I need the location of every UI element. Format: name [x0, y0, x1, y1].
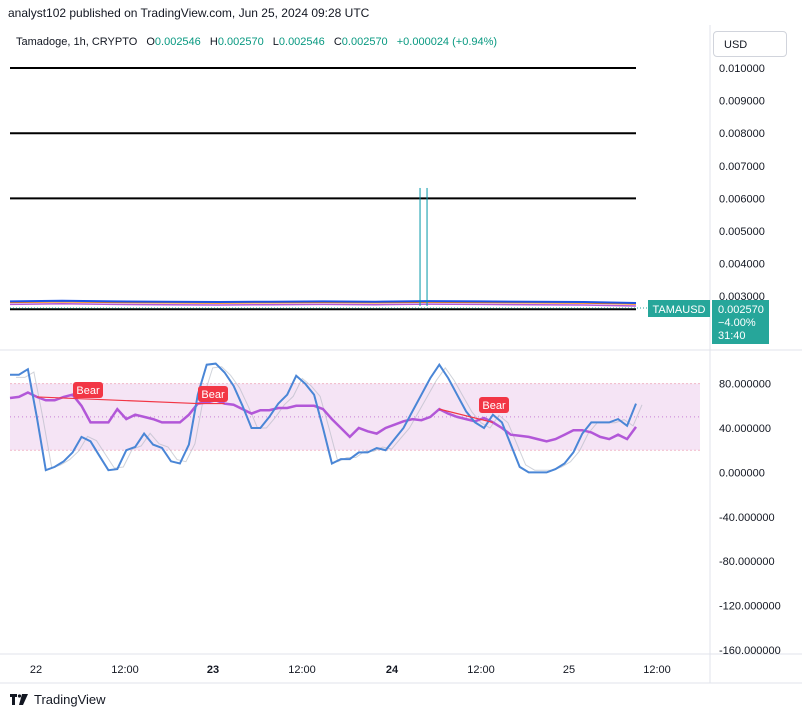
price-tick-label-6: 0.004000 — [719, 259, 765, 271]
price-tag-value: 0.002570 — [718, 304, 764, 316]
price-tick-label-0: 0.010000 — [719, 63, 765, 75]
time-tick-label-7: 12:00 — [643, 664, 671, 676]
price-tag-bg — [712, 300, 769, 344]
time-tick-label-5: 12:00 — [467, 664, 495, 676]
bear-label-bg — [73, 382, 103, 398]
publisher-line: analyst102 published on TradingView.com,… — [8, 6, 370, 20]
price-pane: 0.010000 0.009000 0.008000 0.007000 0.006000… — [9, 63, 765, 311]
stoch-d-line — [9, 391, 638, 443]
stoch-tick-label-3: -40.000000 — [719, 512, 775, 524]
stoch-tick-label-2: 0.000000 — [719, 467, 765, 479]
bear-label: Bear — [201, 389, 225, 401]
stoch-tick-label-5: -120.000000 — [719, 601, 781, 613]
time-tick-label-4: 24 — [386, 664, 399, 676]
open-value: 0.002546 — [154, 36, 201, 48]
stoch-tick-label-0: 80.000000 — [719, 379, 771, 391]
bear-label: Bear — [482, 400, 506, 412]
price-line — [9, 299, 637, 304]
price-tag-change: −4.00% — [718, 317, 756, 329]
time-tick-label-0: 22 — [30, 664, 42, 676]
stoch-tick-label-1: 40.000000 — [719, 423, 771, 435]
high-value: 0.002570 — [217, 36, 264, 48]
low-label: L — [272, 36, 279, 48]
ohlc-legend: Tamadoge, 1h, CRYPTO O0.002546 H0.002570… — [16, 36, 497, 48]
stoch-shadow-line — [16, 366, 643, 471]
symbol-label[interactable]: Tamadoge, 1h, CRYPTO — [16, 36, 138, 48]
time-tick-label-1: 12:00 — [111, 664, 139, 676]
tradingview-logo-icon — [10, 693, 28, 705]
bear-divergence-line — [36, 396, 198, 405]
price-tick-label-2: 0.008000 — [719, 128, 765, 140]
bear-divergence-line — [439, 408, 494, 424]
open-label: O — [146, 36, 155, 48]
time-tick-label-3: 12:00 — [288, 664, 316, 676]
high-label: H — [209, 36, 218, 48]
price-ma-purple-line — [9, 302, 637, 307]
bear-label-bg — [198, 386, 228, 402]
time-tick-label-6: 25 — [563, 664, 575, 676]
bear-label-bg — [479, 397, 509, 413]
stochastic-pane: 80.000000 40.000000 0.000000 -40.000000 -80.… — [9, 362, 781, 657]
price-badge: TAMAUSD 0.002570 −4.00% 31:40 — [648, 300, 769, 344]
symbol-tag: TAMAUSD — [653, 304, 706, 316]
stoch-tick-label-6: -160.000000 — [719, 645, 781, 657]
stoch-tick-label-4: -80.000000 — [719, 556, 775, 568]
price-tick-label-1: 0.009000 — [719, 96, 765, 108]
close-value: 0.002570 — [341, 36, 388, 48]
close-label: C — [333, 36, 342, 48]
footer-brand-label: TradingView — [34, 692, 106, 707]
price-tag-countdown: 31:40 — [718, 330, 746, 342]
price-tick-label-3: 0.007000 — [719, 161, 765, 173]
stoch-k-line — [10, 362, 637, 474]
time-tick-label-2: 23 — [207, 664, 219, 676]
currency-button[interactable]: USD — [713, 31, 787, 57]
bear-label: Bear — [76, 385, 100, 397]
price-tick-label-4: 0.006000 — [719, 193, 765, 205]
price-tick-label-5: 0.005000 — [719, 226, 765, 238]
symbol-tag-bg — [648, 300, 710, 317]
change-value: +0.000024 (+0.94%) — [396, 36, 498, 48]
time-axis[interactable]: 22 12:00 23 12:00 24 12:00 25 12:00 — [30, 664, 671, 676]
low-value: 0.002546 — [278, 36, 325, 48]
chart-canvas[interactable]: 0.010000 0.009000 0.008000 0.007000 0.006000… — [0, 0, 802, 690]
footer-brand[interactable]: TradingView — [10, 692, 106, 707]
